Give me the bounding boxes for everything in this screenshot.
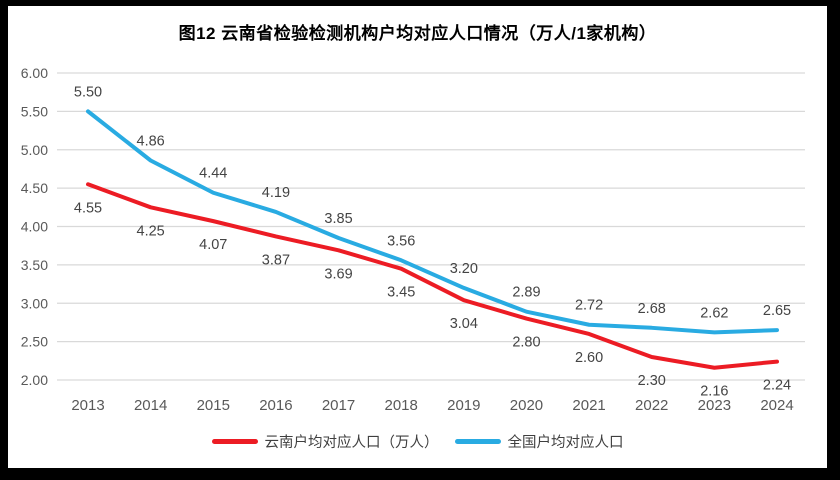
data-label: 2.72 [575, 298, 603, 314]
data-label: 2.68 [638, 301, 666, 317]
data-label: 2.60 [575, 350, 603, 366]
x-tick-label: 2023 [698, 397, 731, 414]
x-tick-label: 2024 [760, 397, 793, 414]
y-tick-label: 4.50 [21, 180, 48, 196]
x-tick-label: 2021 [572, 397, 605, 414]
data-label: 4.44 [199, 166, 227, 182]
data-label: 4.07 [199, 237, 227, 253]
data-label: 5.50 [74, 84, 102, 100]
y-tick-label: 2.00 [21, 372, 48, 388]
x-tick-label: 2020 [510, 397, 543, 414]
data-label: 2.16 [700, 384, 728, 400]
data-label: 2.89 [512, 285, 540, 301]
data-label: 4.19 [262, 185, 290, 201]
x-tick-label: 2013 [71, 397, 104, 414]
data-label: 2.80 [512, 335, 540, 351]
legend-label-yunnan: 云南户均对应人口（万人） [264, 435, 439, 451]
data-label: 4.55 [74, 200, 102, 216]
data-label: 3.87 [262, 252, 290, 268]
data-label: 2.62 [700, 305, 728, 321]
chart-title: 图12 云南省检验检测机构户均对应人口情况（万人/1家机构） [178, 24, 657, 43]
legend-item-yunnan: 云南户均对应人口（万人） [211, 431, 439, 452]
legend-line-national-icon [454, 439, 501, 444]
series-line-1 [86, 109, 779, 335]
y-tick-label: 5.50 [21, 103, 48, 119]
y-tick-label: 2.50 [21, 334, 48, 350]
x-tick-label: 2018 [384, 397, 417, 414]
data-label: 3.04 [450, 316, 478, 332]
x-tick-label: 2014 [134, 397, 167, 414]
legend-label-national: 全国户均对应人口 [507, 435, 624, 451]
chart-surface: 图12 云南省检验检测机构户均对应人口情况（万人/1家机构） 6.00 5.50 5… [8, 6, 827, 468]
data-label: 3.56 [387, 233, 415, 249]
y-tick-label: 3.00 [21, 295, 48, 311]
data-label: 3.85 [324, 211, 352, 227]
y-tick-label: 6.00 [21, 65, 48, 81]
y-tick-label: 3.50 [21, 257, 48, 273]
x-tick-label: 2019 [447, 397, 480, 414]
y-tick-label: 5.00 [21, 142, 48, 158]
series-line-0 [86, 182, 779, 370]
y-tick-label: 4.00 [21, 219, 48, 235]
x-tick-label: 2016 [259, 397, 292, 414]
line-chart: 6.00 5.50 5.00 4.50 4.00 3.50 3.00 2.50 2.00 2013… [21, 65, 805, 414]
data-label: 2.24 [763, 378, 791, 394]
data-label: 3.69 [324, 266, 352, 282]
x-tick-label: 2017 [322, 397, 355, 414]
data-label: 2.30 [638, 373, 666, 389]
legend-line-yunnan-icon [211, 439, 258, 444]
x-tick-label: 2022 [635, 397, 668, 414]
legend-item-national: 全国户均对应人口 [454, 431, 624, 452]
x-tick-label: 2015 [197, 397, 230, 414]
data-label: 2.65 [763, 303, 791, 319]
data-label: 4.86 [137, 133, 165, 149]
data-label: 3.45 [387, 285, 415, 301]
legend: 云南户均对应人口（万人） 全国户均对应人口 [8, 431, 827, 452]
data-label: 4.25 [137, 223, 165, 239]
data-label: 3.20 [450, 261, 478, 277]
